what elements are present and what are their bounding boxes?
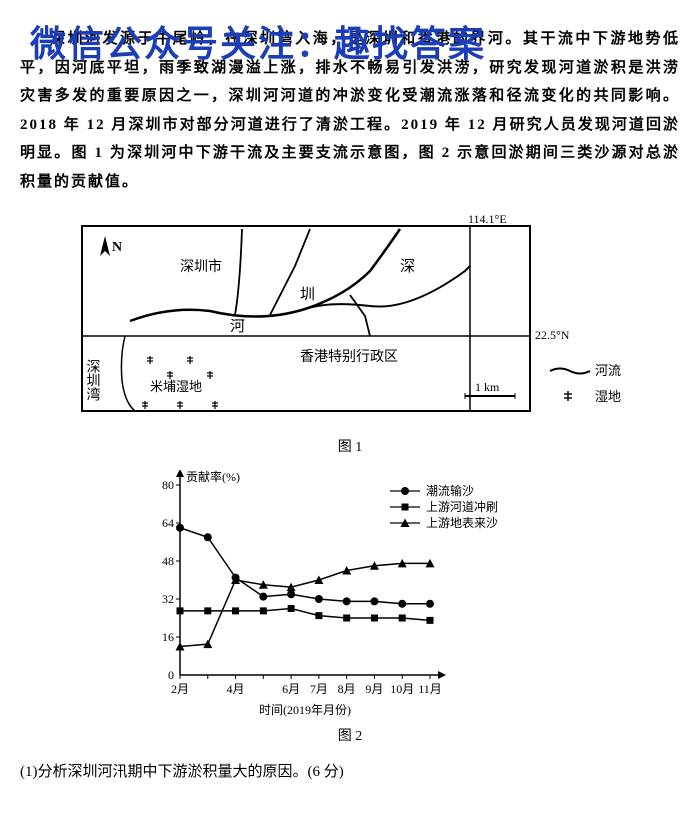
char-he: 河 [230,318,245,335]
svg-text:16: 16 [162,630,174,644]
svg-text:7月: 7月 [310,682,328,696]
svg-text:湿地: 湿地 [595,389,621,404]
svg-text:上游地表来沙: 上游地表来沙 [426,516,498,530]
svg-text:9月: 9月 [365,682,383,696]
caption-1: 图 1 [20,435,680,462]
label-shenzhen: 深圳市 [180,258,222,275]
svg-text:潮流输沙: 潮流输沙 [426,483,474,498]
svg-text:6月: 6月 [282,682,300,696]
svg-text:11月: 11月 [418,682,442,696]
coord-east: 114.1°E [468,212,507,226]
chart-figure: 0 16 32 48 64 80 贡献率(%) 2月 4月 6月 7月 8月 9月 10月 11月时间(20… [20,470,680,720]
svg-text:48: 48 [162,554,174,568]
chart-svg: 0 16 32 48 64 80 贡献率(%) 2月 4月 6月 7月 8月 9月 10月 11月时间(20… [120,470,580,720]
svg-text:4月: 4月 [227,682,245,696]
char-zhen: 圳 [300,286,315,303]
svg-text:贡献率(%): 贡献率(%) [186,470,240,484]
map-legend: 河流 湿地 [550,363,621,404]
svg-text:N: N [112,240,122,255]
watermark-text: 微信公众号关注：趣找答案 [30,10,486,78]
svg-text:2月: 2月 [171,682,189,696]
svg-text:10月: 10月 [390,682,414,696]
label-mipu: 米埔湿地 [150,379,202,394]
svg-text:1 km: 1 km [475,380,500,394]
coord-north: 22.5°N [535,328,570,342]
svg-text:0: 0 [168,668,174,682]
scale-bar: 1 km [465,380,515,399]
map-svg: 114.1°E 22.5°N N 深圳市 深 圳 河 深圳湾 香港特别行政区 米… [70,211,630,431]
svg-text:80: 80 [162,478,174,492]
svg-text:上游河道冲刷: 上游河道冲刷 [426,499,498,514]
svg-text:8月: 8月 [338,682,356,696]
svg-text:河流: 河流 [595,363,621,378]
svg-text:64: 64 [162,516,174,530]
svg-text:时间(2019年月份): 时间(2019年月份) [259,703,351,717]
map-figure: 114.1°E 22.5°N N 深圳市 深 圳 河 深圳湾 香港特别行政区 米… [20,211,680,431]
label-hk: 香港特别行政区 [300,349,398,365]
svg-text:32: 32 [162,592,174,606]
north-arrow: N [100,236,122,256]
question-text: (1)分析深圳河汛期中下游淤积量大的原因。(6 分) [20,758,680,787]
label-bay: 深圳湾 [85,359,101,401]
caption-2: 图 2 [20,724,680,751]
char-shen: 深 [400,258,415,275]
